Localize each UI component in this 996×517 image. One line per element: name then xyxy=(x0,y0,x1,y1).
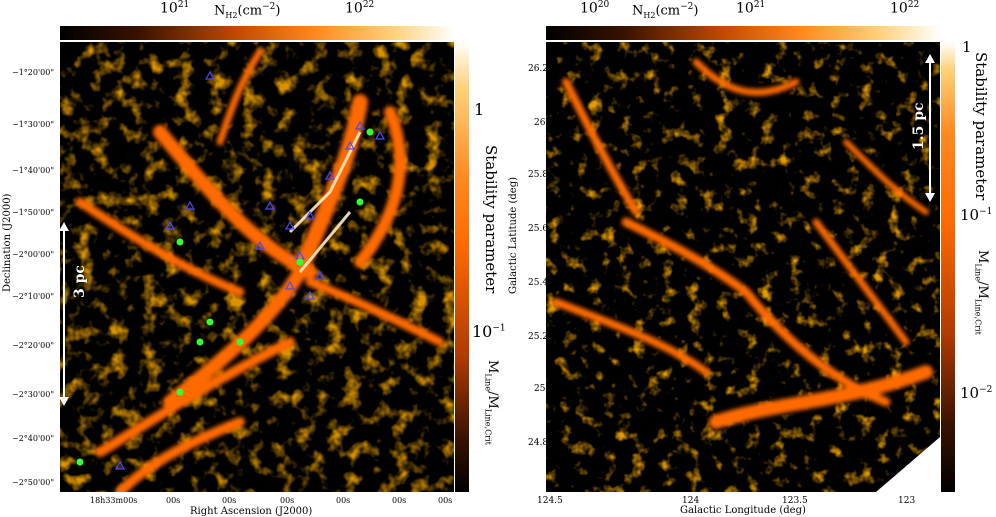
right-colorbar-tick-low: 1020 xyxy=(580,0,610,17)
left-side-tick-2: 10−1 xyxy=(472,322,506,341)
right-side-tick-3: 10−2 xyxy=(960,384,993,402)
right-stability-colorbar xyxy=(941,42,955,492)
right-filament-map xyxy=(546,42,940,492)
right-side-tick-1: 1 xyxy=(962,38,972,56)
left-side-tick-1: 1 xyxy=(474,100,485,119)
left-scale-label: 3 pc xyxy=(72,265,88,298)
right-scale-label: 1.5 pc xyxy=(911,102,927,150)
right-side-ratio: MLine/MLine,Crit xyxy=(973,250,990,335)
right-scale-bar xyxy=(925,54,935,202)
left-column-density-colorbar xyxy=(60,26,454,40)
right-column-density-colorbar xyxy=(546,26,940,40)
left-colorbar-title: NH2(cm−2) xyxy=(214,2,281,20)
right-colorbar-title: NH2(cm−2) xyxy=(632,2,699,20)
right-side-title: Stability parameter xyxy=(972,52,990,201)
left-stability-colorbar xyxy=(455,42,469,492)
right-side-tick-2: 10−1 xyxy=(960,206,993,224)
left-scale-bar xyxy=(59,222,69,406)
right-y-axis-label: Galactic Latitude (deg) xyxy=(508,176,519,294)
left-x-axis-label: Right Ascension (J2000) xyxy=(190,506,313,517)
left-filament-map xyxy=(60,42,454,492)
left-side-ratio: MLine/MLine,Crit xyxy=(483,360,500,445)
left-colorbar-tick-high: 1022 xyxy=(345,0,375,17)
left-side-title: Stability parameter xyxy=(482,145,500,294)
right-colorbar-tick-high: 1022 xyxy=(890,0,920,17)
right-x-axis-label: Galactic Longitude (deg) xyxy=(680,505,806,516)
protostar-markers xyxy=(76,128,374,466)
right-colorbar-tick-mid: 1021 xyxy=(736,0,766,17)
left-colorbar-tick-low: 1021 xyxy=(160,0,190,17)
cores-triangles xyxy=(114,70,386,470)
